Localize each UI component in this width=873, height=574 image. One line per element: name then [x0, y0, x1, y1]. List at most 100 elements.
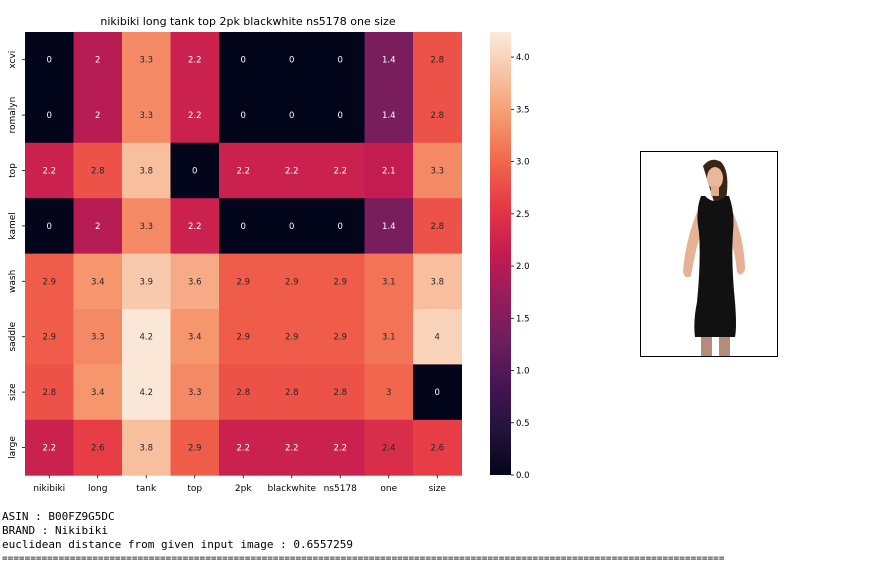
- cell-value-label: 2.2: [236, 444, 250, 454]
- colorbar-tick-label: 1.0: [516, 367, 530, 377]
- separator-line: ========================================…: [2, 553, 725, 564]
- heatmap-cell: [316, 87, 365, 144]
- heatmap-chart: nikibiki long tank top 2pk blackwhite ns…: [8, 15, 530, 494]
- cell-value-label: 3.3: [91, 333, 105, 343]
- heatmap-cell: [170, 32, 220, 88]
- heatmap-cell: [219, 309, 268, 365]
- heatmap-cell: [170, 87, 220, 144]
- cell-value-label: 1.4: [382, 56, 396, 66]
- colorbar-gradient: [490, 32, 511, 475]
- cell-value-label: 0: [289, 111, 294, 121]
- heatmap-cell: [73, 198, 123, 255]
- cell-value-label: 2.6: [91, 444, 105, 454]
- cell-value-label: 3.4: [91, 388, 105, 398]
- heatmap-cell: [316, 142, 365, 199]
- cell-value-label: 2.8: [430, 56, 444, 66]
- cell-value-label: 2.2: [188, 222, 202, 232]
- y-tick-label: top: [8, 163, 18, 178]
- cell-value-label: 2.9: [42, 277, 56, 287]
- cell-value-label: 2.9: [285, 333, 299, 343]
- heatmap-cell: [413, 309, 462, 365]
- colorbar-tick-label: 2.0: [516, 262, 530, 272]
- heatmap-cell: [122, 253, 171, 310]
- cell-value-label: 3.8: [430, 277, 444, 287]
- heatmap-cell: [413, 142, 462, 199]
- heatmap-cell: [413, 32, 462, 88]
- cell-value-label: 2.9: [285, 277, 299, 287]
- brand-text: BRAND : Nikibiki: [2, 524, 108, 537]
- heatmap-cell: [316, 364, 365, 421]
- colorbar-tick-label: 4.0: [516, 53, 530, 63]
- heatmap-cell: [267, 87, 317, 144]
- cell-value-label: 2: [95, 111, 100, 121]
- cell-value-label: 3.8: [139, 444, 153, 454]
- cell-value-label: 0: [241, 56, 246, 66]
- cell-value-label: 2.6: [430, 444, 444, 454]
- x-tick-label: 2pk: [235, 484, 252, 494]
- cell-value-label: 4.2: [139, 333, 153, 343]
- cell-value-label: 2.2: [333, 167, 347, 177]
- heatmap-cell: [267, 309, 317, 365]
- x-tick-label: nikibiki: [33, 484, 65, 494]
- cell-value-label: 3.3: [188, 388, 202, 398]
- cell-value-label: 2.1: [382, 167, 396, 177]
- cell-value-label: 0: [241, 111, 246, 121]
- cell-value-label: 2.8: [430, 111, 444, 121]
- colorbar: 0.0 0.5 1.0 1.5 2.0 2.5 3.0 3.5 4.0: [490, 32, 530, 481]
- heatmap-cell: [73, 309, 123, 365]
- heatmap-cell: [73, 87, 123, 144]
- cell-value-label: 2.9: [333, 277, 347, 287]
- cell-value-label: 2.2: [236, 167, 250, 177]
- heatmap-cell: [122, 198, 171, 255]
- cell-value-label: 2.8: [236, 388, 250, 398]
- heatmap-cell: [170, 253, 220, 310]
- cell-value-label: 2.9: [42, 333, 56, 343]
- y-tick-label: size: [8, 383, 18, 401]
- cell-value-label: 3: [386, 388, 391, 398]
- y-tick-label: kamel: [8, 212, 18, 239]
- heatmap-cell: [316, 198, 365, 255]
- y-tick-label: wash: [8, 270, 18, 293]
- cell-value-label: 2.9: [236, 333, 250, 343]
- heatmap-cell: [267, 364, 317, 421]
- cell-value-label: 0: [289, 222, 294, 232]
- heatmap-cell: [316, 419, 365, 476]
- heatmap-cell: [364, 419, 414, 476]
- x-tick-label: tank: [136, 484, 157, 494]
- heatmap-cell: [267, 198, 317, 255]
- cell-value-label: 0: [435, 388, 440, 398]
- cell-value-label: 2.8: [333, 388, 347, 398]
- colorbar-tick-label: 0.0: [516, 471, 530, 481]
- heatmap-cell: [316, 253, 365, 310]
- cell-value-label: 3.3: [139, 111, 153, 121]
- cell-value-label: 2.9: [236, 277, 250, 287]
- heatmap-cell: [25, 309, 74, 365]
- x-tick-label: long: [88, 484, 107, 494]
- distance-text: euclidean distance from given input imag…: [2, 538, 353, 551]
- cell-value-label: 2: [95, 56, 100, 66]
- heatmap-cell: [25, 364, 74, 421]
- heatmap-cell: [413, 419, 462, 476]
- cell-value-label: 4.2: [139, 388, 153, 398]
- x-tick-label: blackwhite: [267, 484, 316, 494]
- cell-value-label: 2: [95, 222, 100, 232]
- y-tick-labels: xcvi romalyn top kamel wash saddle size large: [8, 51, 25, 459]
- heatmap-cell: [219, 87, 268, 144]
- heatmap-cell: [122, 364, 171, 421]
- heatmap-cell: [267, 419, 317, 476]
- heatmap-cell: [316, 32, 365, 88]
- cell-value-label: 2.8: [91, 167, 105, 177]
- y-tick-label: xcvi: [8, 51, 18, 69]
- cell-value-label: 2.8: [285, 388, 299, 398]
- cell-value-label: 2.2: [188, 111, 202, 121]
- heatmap-cell: [122, 142, 171, 199]
- heatmap-cell: [219, 419, 268, 476]
- colorbar-tick-label: 0.5: [516, 419, 530, 429]
- cell-value-label: 2.2: [285, 444, 299, 454]
- heatmap-cell: [170, 364, 220, 421]
- heatmap-cell: [219, 198, 268, 255]
- heatmap-cell: [413, 87, 462, 144]
- heatmap-cell: [413, 364, 462, 421]
- colorbar-tick-label: 3.0: [516, 158, 530, 168]
- heatmap-cell: [267, 32, 317, 88]
